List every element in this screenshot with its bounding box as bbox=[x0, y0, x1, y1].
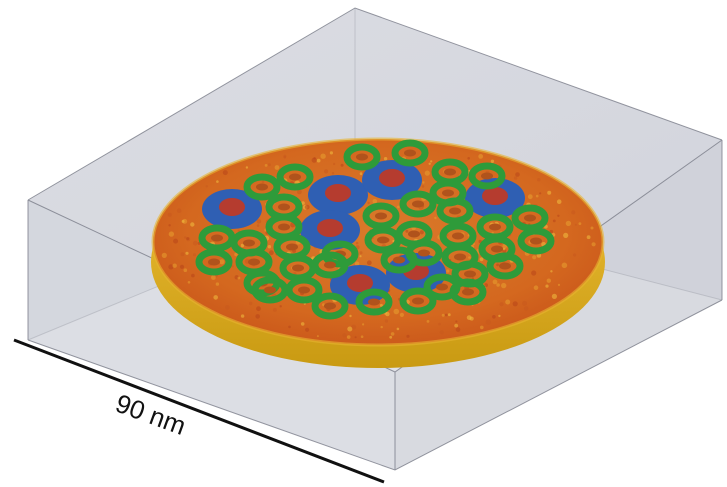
ring-center bbox=[481, 172, 493, 180]
ring-center bbox=[208, 258, 220, 266]
ring-center bbox=[248, 258, 260, 266]
protein-ring bbox=[436, 197, 474, 225]
ring-center bbox=[436, 283, 448, 291]
complex-core bbox=[317, 219, 343, 237]
ring-center bbox=[256, 183, 268, 191]
ring-center bbox=[324, 302, 336, 310]
protein-ring bbox=[311, 292, 349, 320]
complex-core bbox=[482, 187, 508, 205]
ring-center bbox=[418, 249, 430, 257]
protein-ring bbox=[195, 248, 233, 276]
ring-center bbox=[452, 232, 464, 240]
ring-center bbox=[462, 288, 474, 296]
ring-center bbox=[286, 243, 298, 251]
box-front-left-face bbox=[28, 200, 395, 470]
protein-ring bbox=[380, 246, 418, 274]
complex-core bbox=[379, 169, 405, 187]
protein-ring bbox=[355, 288, 393, 316]
ring-center bbox=[324, 261, 336, 269]
ring-center bbox=[524, 214, 536, 222]
protein-ring bbox=[364, 226, 402, 254]
ring-center bbox=[408, 230, 420, 238]
ring-center bbox=[412, 200, 424, 208]
ring-center bbox=[264, 286, 276, 294]
protein-ring bbox=[449, 278, 487, 306]
ring-center bbox=[375, 212, 387, 220]
ring-center bbox=[442, 189, 454, 197]
ring-center bbox=[454, 253, 466, 261]
ring-center bbox=[489, 223, 501, 231]
complex-core bbox=[325, 184, 351, 202]
ring-center bbox=[444, 168, 456, 176]
protein-rings bbox=[195, 139, 555, 320]
ring-center bbox=[243, 239, 255, 247]
protein-ring bbox=[511, 204, 549, 232]
protein-ring bbox=[276, 163, 314, 191]
protein-ring bbox=[399, 287, 437, 315]
ring-center bbox=[278, 223, 290, 231]
ring-center bbox=[491, 245, 503, 253]
ring-center bbox=[449, 207, 461, 215]
protein-ring bbox=[468, 162, 506, 190]
ring-center bbox=[530, 237, 542, 245]
ring-center bbox=[368, 298, 380, 306]
scale-bar-line bbox=[13, 338, 385, 484]
ring-center bbox=[412, 297, 424, 305]
ring-center bbox=[289, 173, 301, 181]
protein-ring bbox=[285, 276, 323, 304]
protein-ring bbox=[243, 173, 281, 201]
ring-center bbox=[298, 286, 310, 294]
protein-ring bbox=[311, 251, 349, 279]
ring-center bbox=[377, 236, 389, 244]
ring-center bbox=[211, 234, 223, 242]
protein-ring bbox=[391, 139, 429, 167]
protein-ring bbox=[343, 143, 381, 171]
protein-ring bbox=[517, 227, 555, 255]
protein-ring bbox=[399, 190, 437, 218]
ring-center bbox=[404, 149, 416, 157]
complex-core bbox=[219, 198, 245, 216]
complex-core bbox=[347, 274, 373, 292]
ring-center bbox=[278, 203, 290, 211]
ring-center bbox=[393, 256, 405, 264]
ring-center bbox=[356, 153, 368, 161]
ring-center bbox=[292, 264, 304, 272]
ring-center bbox=[499, 262, 511, 270]
ring-center bbox=[464, 270, 476, 278]
protein-ring bbox=[486, 252, 524, 280]
protein-ring bbox=[251, 276, 289, 304]
protein-ring bbox=[362, 202, 400, 230]
